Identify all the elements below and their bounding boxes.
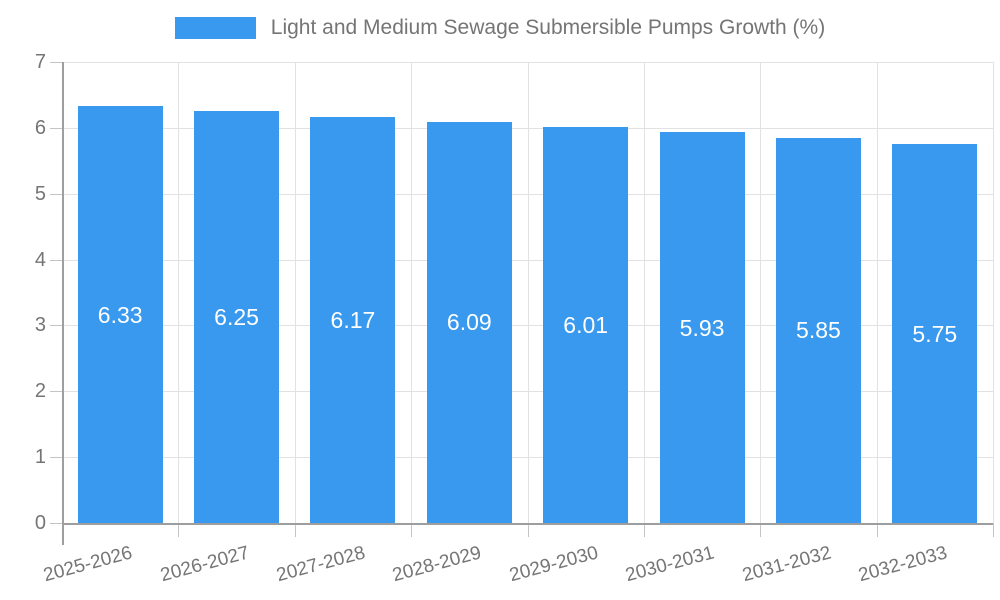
gridline-vertical <box>527 62 529 523</box>
x-axis-label: 2027-2028 <box>274 542 368 587</box>
y-tick-mark <box>50 62 62 63</box>
x-tick-mark <box>643 523 645 537</box>
y-tick-mark <box>50 193 62 195</box>
gridline-vertical <box>294 62 296 523</box>
bar-value-label: 5.85 <box>796 317 841 344</box>
gridline-vertical <box>178 62 180 523</box>
y-axis-line <box>62 62 64 545</box>
x-axis-label: 2032-2033 <box>856 542 950 587</box>
y-tick-mark <box>50 259 62 261</box>
y-tick-label: 3 <box>34 314 46 337</box>
bar-value-label: 6.17 <box>330 306 376 333</box>
legend-swatch-icon <box>174 17 256 39</box>
x-tick-mark <box>178 523 180 537</box>
x-axis-label: 2029-2030 <box>507 542 601 587</box>
x-axis-line <box>62 523 993 525</box>
bar <box>775 137 861 523</box>
y-tick-label: 0 <box>34 512 46 534</box>
x-tick-mark <box>411 523 413 537</box>
gridline-vertical <box>411 62 413 523</box>
bar-value-label: 5.75 <box>912 320 958 347</box>
x-axis-label: 2030-2031 <box>623 542 717 587</box>
bar-value-label: 6.09 <box>446 309 492 336</box>
x-axis-label: 2028-2029 <box>390 542 484 587</box>
bar-value-label: 6.33 <box>97 301 143 328</box>
y-tick-mark <box>50 391 62 393</box>
y-tick-mark <box>50 523 62 524</box>
y-tick-label: 7 <box>34 51 46 73</box>
bar <box>77 106 163 523</box>
gridline-vertical <box>760 62 762 523</box>
bar-value-label: 5.93 <box>679 314 725 341</box>
bar <box>310 116 396 523</box>
chart-title: Light and Medium Sewage Submersible Pump… <box>270 16 826 39</box>
y-tick-mark <box>50 457 62 459</box>
x-tick-mark <box>294 523 296 537</box>
x-tick-mark <box>760 523 762 537</box>
y-tick-mark <box>50 127 62 129</box>
chart-legend: Light and Medium Sewage Submersible Pump… <box>0 14 1000 42</box>
gridline-vertical <box>876 62 878 523</box>
y-tick-label: 1 <box>34 446 46 469</box>
bar <box>892 144 978 523</box>
x-tick-mark <box>527 523 529 537</box>
y-tick-mark <box>50 325 62 327</box>
bar-value-label: 6.25 <box>214 304 259 331</box>
x-tick-mark <box>876 523 878 537</box>
x-axis-label: 2031-2032 <box>739 542 834 587</box>
bar-value-label: 6.01 <box>563 312 609 339</box>
gridline-vertical <box>993 62 994 523</box>
y-tick-label: 5 <box>34 182 46 205</box>
bar <box>194 111 280 523</box>
x-axis-label: 2026-2027 <box>157 542 252 587</box>
bar <box>426 121 512 523</box>
bar <box>543 127 629 523</box>
bar <box>659 132 745 523</box>
y-tick-label: 6 <box>34 116 46 139</box>
x-axis-label: 2025-2026 <box>41 542 135 587</box>
gridline-vertical <box>643 62 645 523</box>
y-tick-label: 2 <box>34 380 46 403</box>
y-tick-label: 4 <box>34 248 46 271</box>
x-tick-mark <box>993 523 994 537</box>
